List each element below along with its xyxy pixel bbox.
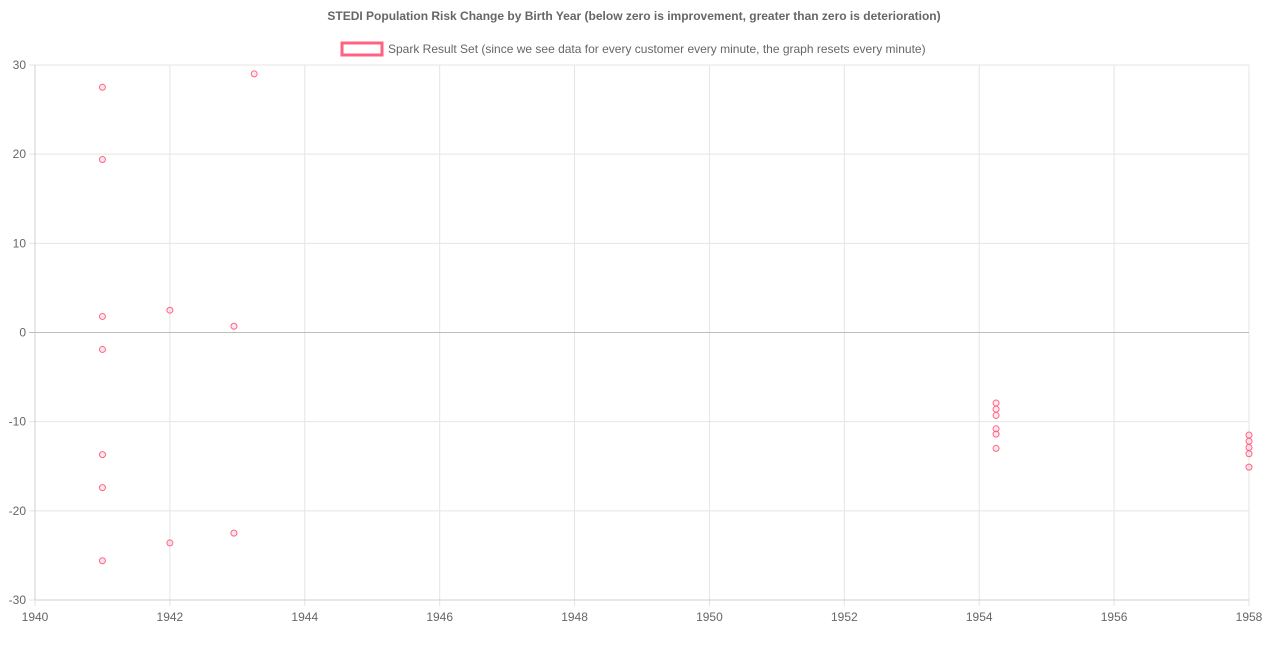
- grid: [29, 64, 1250, 606]
- data-point[interactable]: [166, 306, 174, 314]
- data-point[interactable]: [992, 444, 1000, 452]
- legend-label[interactable]: Spark Result Set (since we see data for …: [388, 42, 926, 56]
- y-tick-label: -10: [9, 415, 27, 429]
- data-points: [98, 70, 1253, 565]
- data-point[interactable]: [98, 312, 106, 320]
- x-tick-label: 1954: [966, 610, 993, 624]
- data-point[interactable]: [250, 70, 258, 78]
- data-point[interactable]: [992, 411, 1000, 419]
- x-tick-label: 1940: [22, 610, 49, 624]
- data-point[interactable]: [992, 430, 1000, 438]
- axes: [34, 65, 1249, 601]
- data-point[interactable]: [992, 399, 1000, 407]
- data-point[interactable]: [98, 557, 106, 565]
- y-tick-label: -20: [9, 504, 27, 518]
- data-point[interactable]: [1245, 437, 1253, 445]
- x-tick-label: 1958: [1236, 610, 1263, 624]
- data-point[interactable]: [992, 425, 1000, 433]
- chart-title: STEDI Population Risk Change by Birth Ye…: [327, 9, 940, 23]
- data-point[interactable]: [98, 83, 106, 91]
- data-point[interactable]: [1245, 463, 1253, 471]
- x-tick-label: 1942: [157, 610, 184, 624]
- data-point[interactable]: [1245, 431, 1253, 439]
- y-tick-label: 0: [19, 326, 26, 340]
- data-point[interactable]: [1245, 444, 1253, 452]
- x-tick-label: 1956: [1101, 610, 1128, 624]
- data-point[interactable]: [230, 322, 238, 330]
- data-point[interactable]: [1245, 450, 1253, 458]
- data-point[interactable]: [98, 451, 106, 459]
- x-tick-label: 1948: [561, 610, 588, 624]
- y-tick-label: 20: [13, 147, 27, 161]
- data-point[interactable]: [98, 345, 106, 353]
- tick-labels: 1940 1942 1944 1946 1948 1950 1952 1954 1956 1958…: [9, 58, 1263, 624]
- legend[interactable]: Spark Result Set (since we see data for …: [340, 41, 926, 57]
- y-tick-label: -30: [9, 593, 27, 607]
- x-tick-label: 1950: [696, 610, 723, 624]
- x-tick-label: 1946: [426, 610, 453, 624]
- data-point[interactable]: [230, 529, 238, 537]
- x-tick-label: 1944: [291, 610, 318, 624]
- data-point[interactable]: [992, 405, 1000, 413]
- data-point[interactable]: [98, 156, 106, 164]
- y-tick-label: 30: [13, 58, 27, 72]
- y-tick-label: 10: [13, 236, 27, 250]
- data-point[interactable]: [166, 539, 174, 547]
- x-tick-label: 1952: [831, 610, 858, 624]
- legend-swatch[interactable]: [340, 41, 384, 57]
- data-point[interactable]: [98, 484, 106, 492]
